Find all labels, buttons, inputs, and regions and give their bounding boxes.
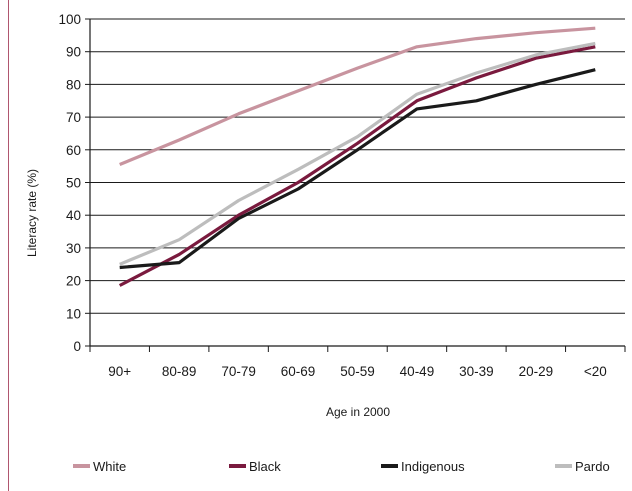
- x-tick-label: 80-89: [162, 364, 197, 379]
- y-tick-label: 30: [66, 241, 81, 256]
- x-tick-label: 30-39: [459, 364, 494, 379]
- x-tick-label: <20: [584, 364, 607, 379]
- x-tick-label: 20-29: [519, 364, 554, 379]
- left-border-rule: [8, 0, 9, 491]
- x-tick-label: 40-49: [400, 364, 435, 379]
- legend-label-white: White: [93, 459, 126, 474]
- series-line-white: [119, 26, 596, 166]
- axes: 0 10 20 30 40 50 60 70 80 90 100 90+ 80-89 70-79 60-69…: [58, 12, 626, 379]
- y-tick-label: 60: [66, 143, 81, 158]
- x-tick-label: 60-69: [281, 364, 316, 379]
- x-axis-title: Age in 2000: [326, 405, 390, 419]
- y-tick-label: 20: [66, 274, 81, 289]
- x-tick-label: 50-59: [340, 364, 375, 379]
- y-tick-label: 80: [66, 77, 81, 92]
- legend-label-black: Black: [249, 459, 281, 474]
- series-lines: [118, 26, 596, 287]
- y-tick-label: 40: [66, 208, 81, 223]
- gridlines: [90, 18, 625, 314]
- x-tick-label: 90+: [108, 364, 131, 379]
- legend: White Black Indigenous Pardo: [73, 459, 610, 474]
- y-tick-label: 70: [66, 110, 81, 125]
- y-axis-title: Literacy rate (%): [25, 169, 39, 257]
- series-line-indigenous: [119, 68, 596, 270]
- series-line-black: [118, 45, 596, 287]
- y-tick-label: 10: [66, 306, 81, 321]
- legend-label-indigenous: Indigenous: [401, 459, 465, 474]
- y-tick-label: 100: [58, 12, 81, 27]
- series-line-pardo: [119, 41, 596, 266]
- y-tick-label: 90: [66, 45, 81, 60]
- y-tick-label: 0: [73, 339, 81, 354]
- x-tick-label: 70-79: [221, 364, 256, 379]
- y-tick-label: 50: [66, 176, 81, 191]
- legend-label-pardo: Pardo: [575, 459, 610, 474]
